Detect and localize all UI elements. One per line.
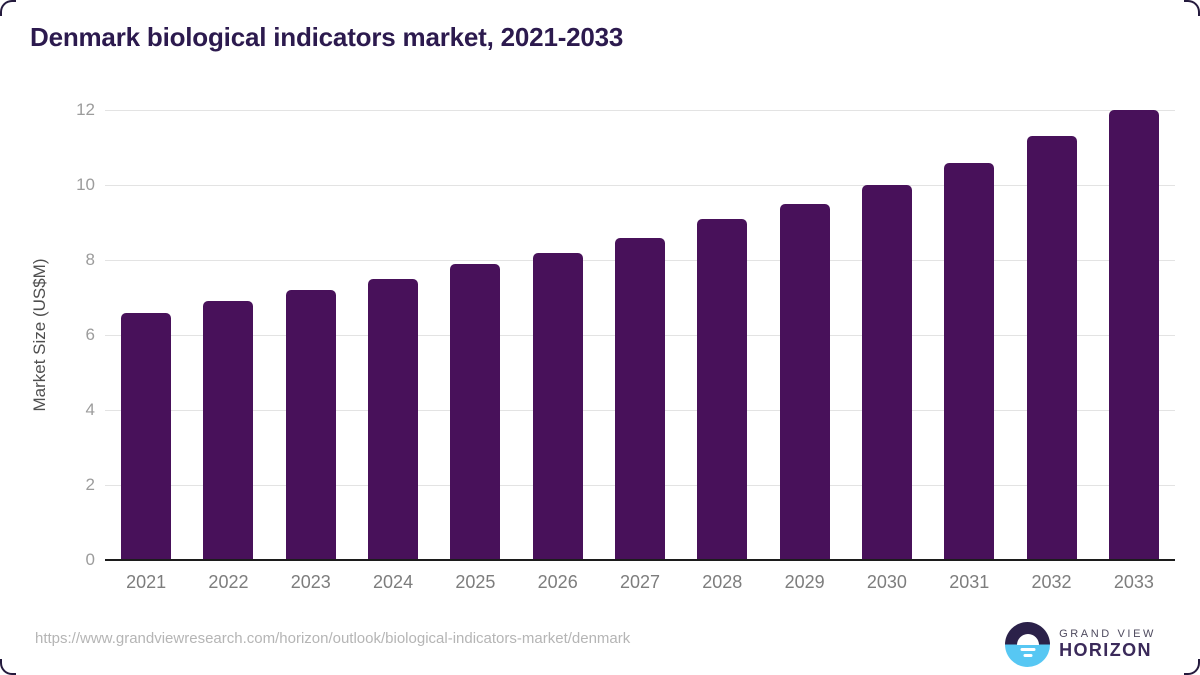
bar-2026 — [532, 252, 583, 560]
card-corner-bottom-left — [0, 659, 16, 675]
bar-2033 — [1108, 110, 1159, 560]
bar-2021 — [121, 312, 172, 560]
x-tick-label-2025: 2025 — [455, 572, 496, 592]
gridline-y-12 — [105, 110, 1175, 111]
sunrise-horizon-icon — [1005, 622, 1051, 667]
y-tick-label-0: 0 — [85, 550, 95, 569]
x-tick-label-2026: 2026 — [537, 572, 578, 592]
logo-line-grand-view: GRAND VIEW — [1059, 627, 1156, 640]
y-tick-label-4: 4 — [85, 400, 95, 419]
y-tick-label-2: 2 — [85, 475, 95, 494]
bar-2029 — [779, 203, 830, 560]
x-tick-label-2031: 2031 — [949, 572, 990, 592]
sun-reflection-line-2 — [1023, 653, 1033, 657]
x-tick-label-2029: 2029 — [784, 572, 825, 592]
grand-view-horizon-logo: GRAND VIEW HORIZON — [1005, 622, 1156, 667]
card-corner-top-right — [1184, 0, 1200, 16]
x-axis-line — [105, 559, 1175, 561]
x-tick-label-2024: 2024 — [373, 572, 414, 592]
gridline-y-10 — [105, 185, 1175, 186]
chart-title: Denmark biological indicators market, 20… — [30, 22, 624, 52]
bar-2025 — [450, 263, 501, 560]
source-url-text: https://www.grandviewresearch.com/horizo… — [35, 630, 631, 647]
bar-2027 — [615, 237, 665, 560]
bar-2028 — [697, 218, 748, 560]
bar-2022 — [203, 301, 254, 560]
bar-2023 — [285, 290, 336, 560]
plot-area — [105, 110, 1175, 561]
sun-shape — [1016, 633, 1039, 645]
x-tick-label-2033: 2033 — [1113, 572, 1154, 592]
x-tick-label-2023: 2023 — [290, 572, 331, 592]
x-tick-label-2028: 2028 — [702, 572, 743, 592]
logo-text: GRAND VIEW HORIZON — [1059, 628, 1156, 661]
card-corner-bottom-right — [1184, 659, 1200, 675]
x-tick-label-2022: 2022 — [208, 572, 249, 592]
sun-reflection-line-1 — [1020, 647, 1036, 651]
x-tick-label-2027: 2027 — [619, 572, 661, 592]
card-corner-top-left — [0, 0, 16, 16]
x-tick-label-2030: 2030 — [866, 572, 907, 592]
y-axis-tick-labels: 0 2 4 6 8 10 12 — [0, 100, 95, 569]
bar-2024 — [368, 278, 419, 560]
bar-2030 — [861, 185, 912, 560]
logo-line-horizon: HORIZON — [1059, 640, 1152, 661]
y-tick-label-8: 8 — [85, 250, 95, 269]
bar-2032 — [1026, 136, 1077, 560]
x-tick-label-2032: 2032 — [1031, 572, 1072, 592]
x-tick-label-2021: 2021 — [126, 572, 167, 592]
x-axis-tick-labels: 2021 2022 2023 2024 2025 2026 2027 2028 2029 2030… — [105, 572, 1175, 596]
y-tick-label-10: 10 — [76, 175, 95, 194]
y-tick-label-6: 6 — [85, 325, 95, 344]
bar-2031 — [944, 162, 995, 560]
y-tick-label-12: 12 — [76, 100, 95, 119]
